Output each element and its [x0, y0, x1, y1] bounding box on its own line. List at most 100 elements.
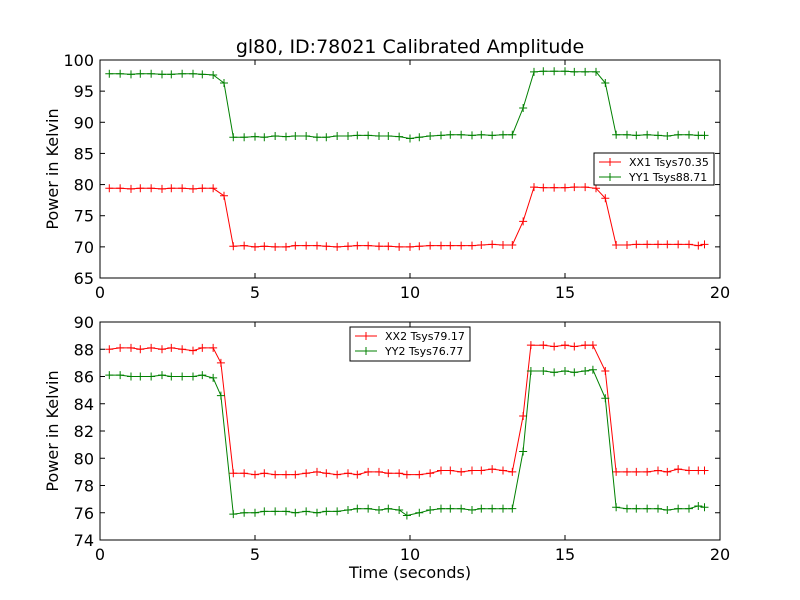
- data-point-marker: [229, 133, 238, 142]
- data-point-marker: [592, 67, 600, 76]
- data-point-marker: [612, 240, 621, 249]
- legend-label: XX2 Tsys79.17: [385, 330, 465, 343]
- data-point-marker: [116, 371, 125, 380]
- data-point-marker: [685, 504, 693, 513]
- x-tick-label: 10: [400, 283, 420, 302]
- data-point-marker: [178, 345, 187, 354]
- data-point-marker: [508, 240, 517, 249]
- data-point-marker: [539, 341, 548, 350]
- data-point-marker: [508, 504, 517, 513]
- data-point-marker: [313, 133, 321, 142]
- data-point-marker: [271, 131, 280, 140]
- data-point-marker: [302, 241, 311, 250]
- legend-label: XX1 Tsys70.35: [629, 156, 709, 169]
- data-point-marker: [446, 241, 455, 250]
- x-tick-label: 20: [710, 283, 730, 302]
- data-point-marker: [198, 184, 207, 193]
- series-line-2: [109, 70, 705, 140]
- data-point-marker: [539, 367, 548, 376]
- series-line-1: [109, 186, 705, 248]
- data-point-marker: [499, 240, 507, 249]
- data-point-marker: [375, 467, 383, 476]
- data-point-marker: [685, 130, 693, 139]
- y-tick-label: 90: [74, 313, 94, 332]
- data-point-marker: [198, 371, 207, 380]
- data-point-marker: [519, 103, 528, 112]
- data-point-marker: [251, 132, 259, 141]
- data-point-marker: [632, 240, 641, 249]
- data-point-marker: [364, 467, 373, 476]
- data-point-marker: [333, 131, 342, 140]
- data-point-marker: [446, 504, 455, 513]
- data-point-marker: [105, 371, 114, 380]
- plot-frame: [99, 321, 721, 541]
- data-point-marker: [375, 242, 383, 251]
- data-point-marker: [353, 504, 362, 513]
- data-point-marker: [291, 131, 300, 140]
- data-point-marker: [364, 504, 373, 513]
- legend: XX2 Tsys79.17 YY2 Tsys76.77: [349, 326, 471, 362]
- legend-label: YY2 Tsys76.77: [384, 345, 463, 358]
- data-point-marker: [313, 241, 321, 250]
- data-point-marker: [291, 470, 300, 479]
- legend: XX1 Tsys70.35 YY1 Tsys88.71: [593, 152, 715, 186]
- data-point-marker: [105, 69, 114, 78]
- data-point-marker: [700, 503, 709, 512]
- data-point-marker: [632, 504, 641, 513]
- data-point-marker: [612, 467, 621, 476]
- data-point-marker: [700, 466, 709, 475]
- data-point-marker: [322, 469, 331, 478]
- data-point-marker: [333, 507, 342, 516]
- data-point-marker: [189, 346, 197, 355]
- data-point-marker: [530, 67, 538, 76]
- x-tick-label: 20: [710, 545, 730, 564]
- data-point-marker: [220, 79, 228, 88]
- data-point-marker: [561, 341, 569, 350]
- data-point-marker: [488, 131, 497, 140]
- data-point-marker: [260, 242, 269, 251]
- y-tick-label: 70: [74, 238, 94, 257]
- data-point-marker: [282, 132, 290, 141]
- data-point-marker: [437, 466, 445, 475]
- data-point-marker: [282, 507, 290, 516]
- data-point-marker: [251, 242, 259, 251]
- y-tick-label: 74: [74, 531, 94, 550]
- data-point-marker: [457, 241, 466, 250]
- data-point-marker: [663, 240, 672, 249]
- data-point-marker: [643, 240, 652, 249]
- data-point-marker: [402, 470, 411, 479]
- data-point-marker: [364, 241, 373, 250]
- data-point-marker: [530, 183, 538, 192]
- data-point-marker: [198, 343, 207, 352]
- data-point-marker: [570, 183, 579, 192]
- y-tick-label: 84: [74, 395, 94, 414]
- data-point-marker: [282, 470, 290, 479]
- y-tick-label: 80: [74, 449, 94, 468]
- data-point-marker: [663, 131, 672, 140]
- data-point-marker: [344, 242, 352, 251]
- data-point-marker: [395, 469, 404, 478]
- data-point-marker: [406, 242, 414, 251]
- data-point-marker: [240, 469, 249, 478]
- data-point-marker: [147, 69, 156, 78]
- data-point-marker: [353, 241, 362, 250]
- data-point-marker: [220, 191, 228, 200]
- data-point-marker: [167, 70, 176, 79]
- data-point-marker: [643, 467, 652, 476]
- data-point-marker: [251, 470, 259, 479]
- legend-marker: [362, 332, 370, 340]
- data-point-marker: [654, 504, 662, 513]
- data-point-marker: [508, 130, 517, 139]
- data-point-marker: [561, 367, 569, 376]
- data-point-marker: [499, 130, 507, 139]
- data-point-marker: [158, 70, 166, 79]
- y-tick-label: 85: [74, 144, 94, 163]
- data-point-marker: [158, 184, 166, 193]
- data-point-marker: [623, 504, 631, 513]
- data-point-marker: [291, 241, 300, 250]
- data-point-marker: [694, 501, 703, 510]
- data-point-marker: [570, 342, 579, 351]
- data-point-marker: [426, 241, 435, 250]
- data-point-marker: [384, 469, 393, 478]
